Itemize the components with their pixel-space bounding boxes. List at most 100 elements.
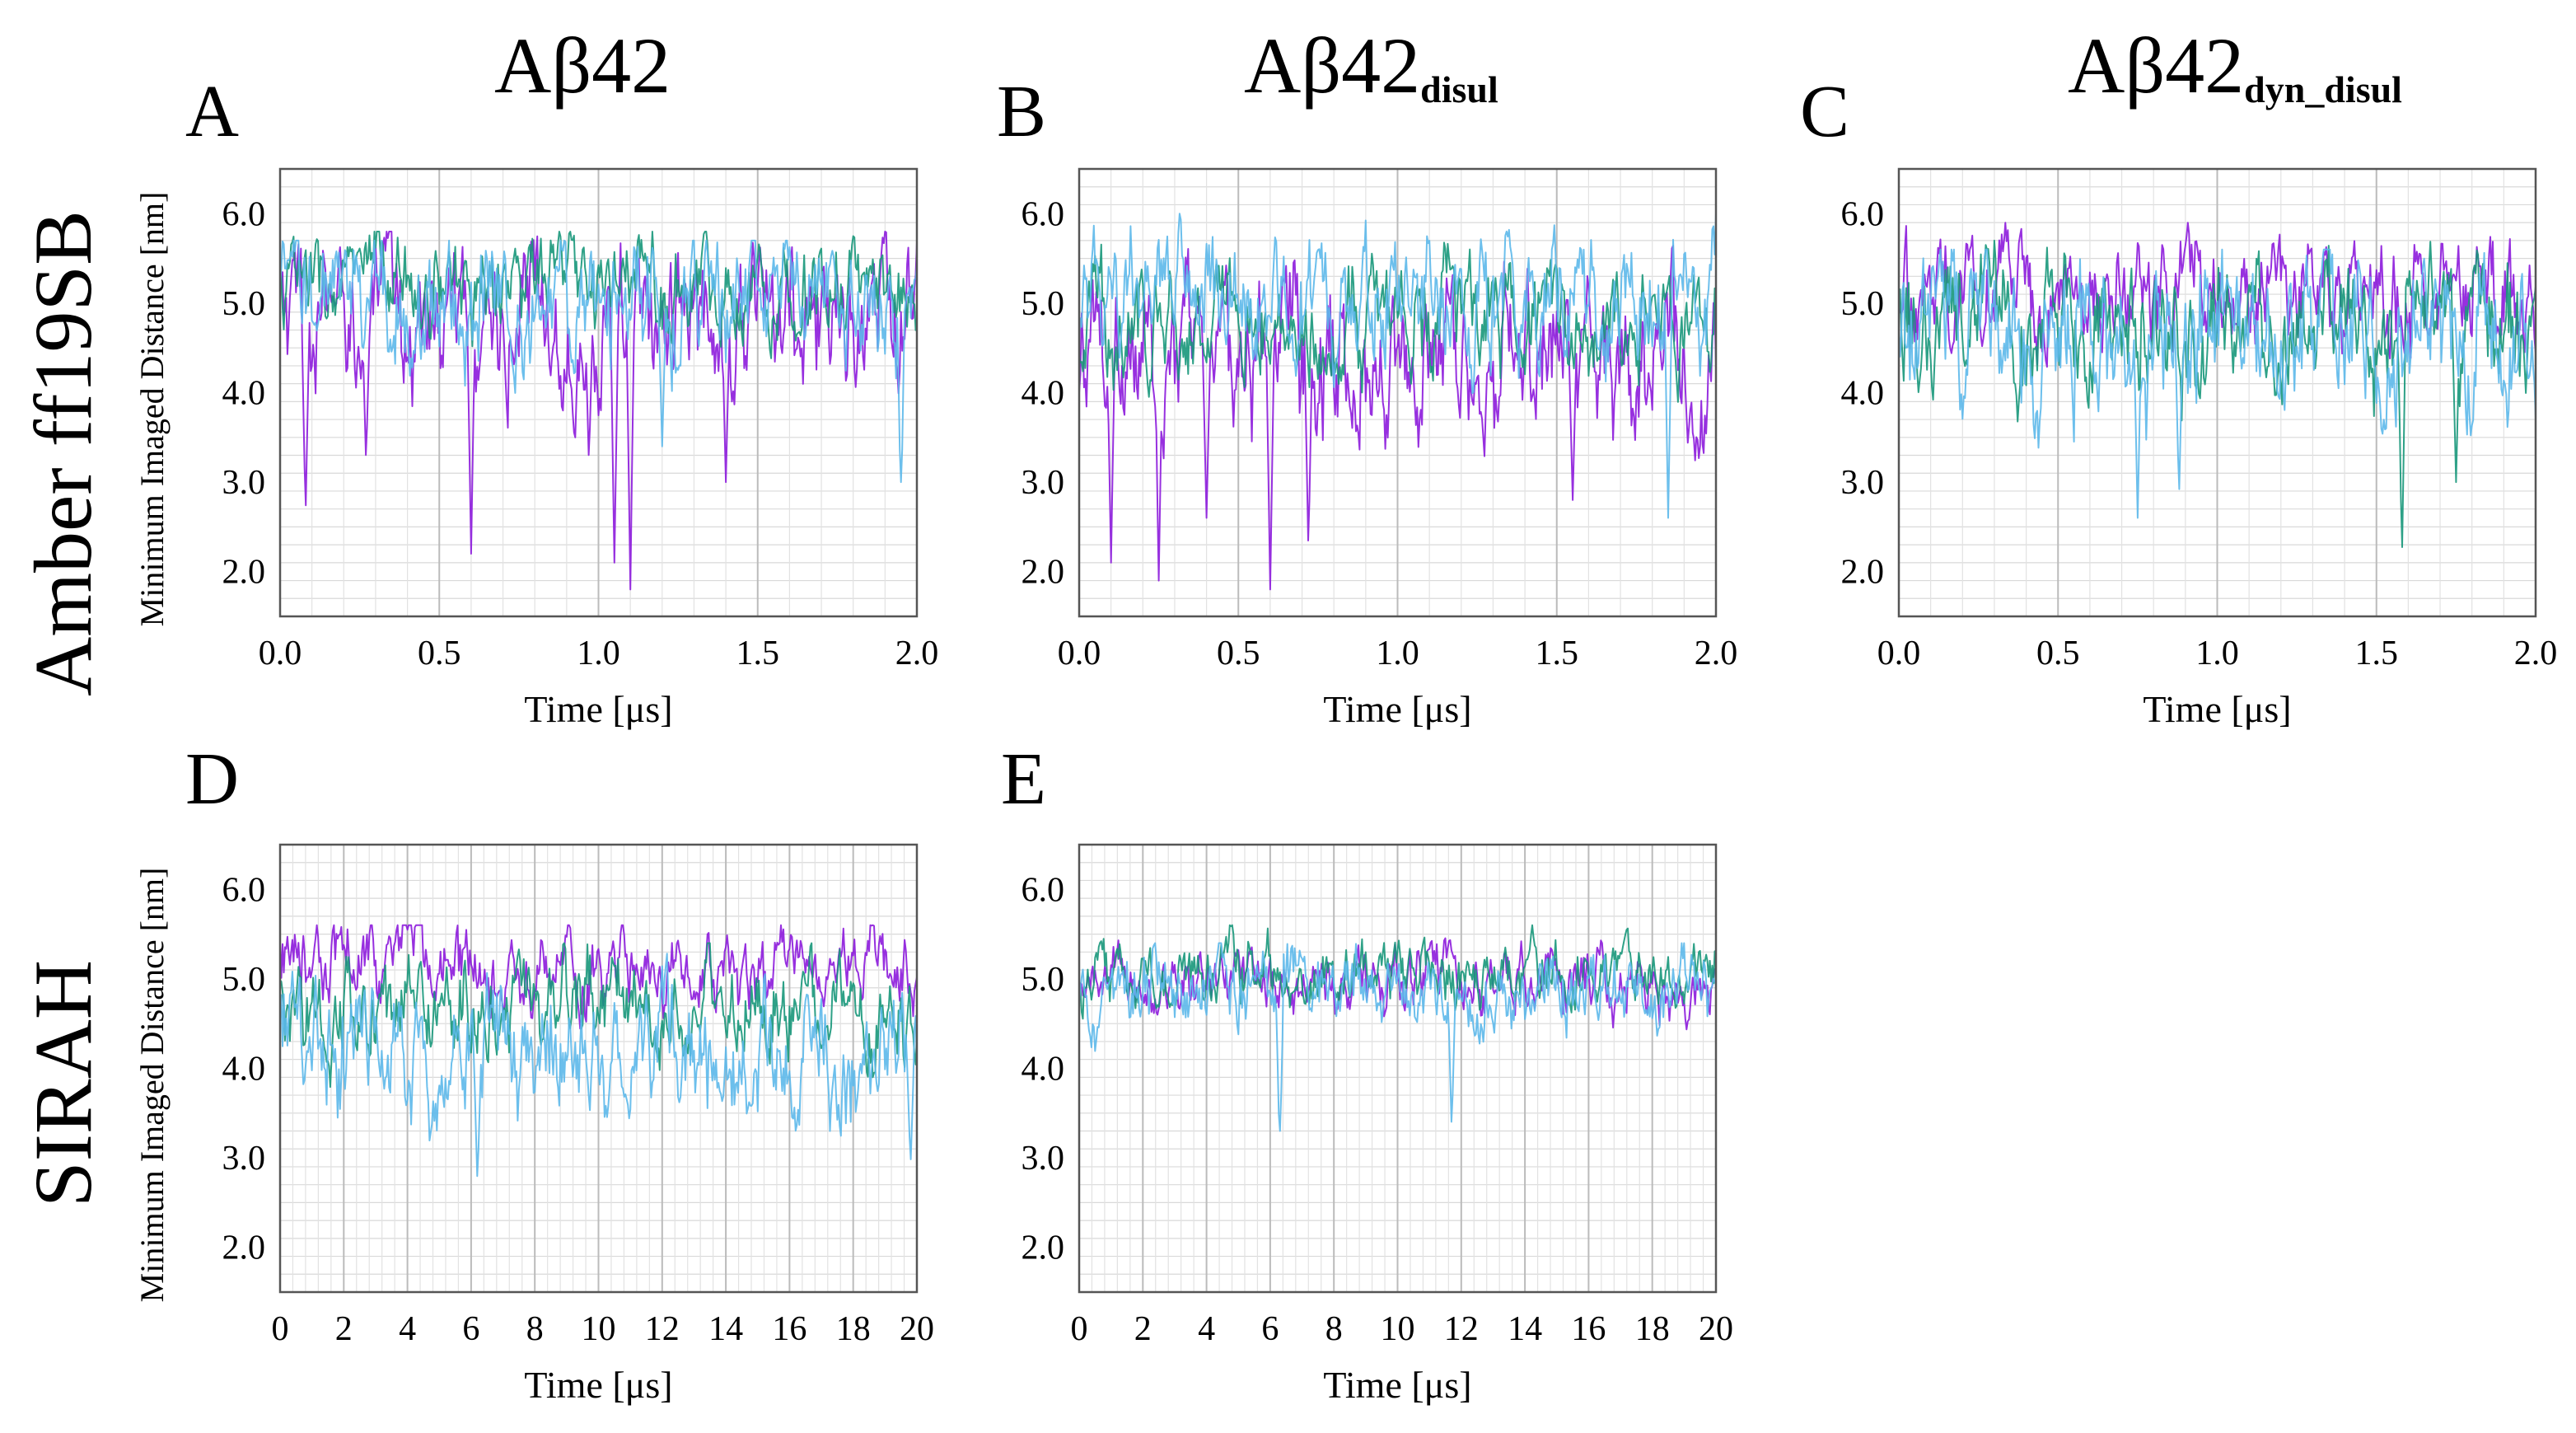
column-title-1: Aβ42 bbox=[494, 21, 671, 110]
y-tick-label: 4.0 bbox=[1841, 375, 1885, 413]
x-tick-label: 1.0 bbox=[1376, 635, 1419, 672]
x-tick-label: 2 bbox=[335, 1310, 353, 1348]
x-tick-label: 0 bbox=[272, 1310, 289, 1348]
panel-letter-A: A bbox=[185, 71, 239, 152]
x-tick-label: 10 bbox=[1381, 1310, 1415, 1348]
x-tick-label: 16 bbox=[1571, 1310, 1606, 1348]
x-tick-label: 0 bbox=[1071, 1310, 1088, 1348]
series-line-purple bbox=[1078, 245, 1717, 591]
y-tick-label: 4.0 bbox=[222, 375, 266, 413]
y-tick-label: 3.0 bbox=[1022, 1140, 1065, 1178]
y-tick-label: 5.0 bbox=[1022, 961, 1065, 999]
x-tick-label: 0.0 bbox=[1058, 635, 1101, 672]
x-tick-label: 1.5 bbox=[1536, 635, 1579, 672]
x-tick-label: 0.5 bbox=[1217, 635, 1260, 672]
panel-E: 2.0 3.0 4.0 5.0 6.0 0 2 4 6 8 10 12 14 16 18 20 Time [μs… bbox=[1001, 738, 1733, 1406]
y-tick-label: 2.0 bbox=[1022, 1229, 1065, 1267]
plot-frame bbox=[278, 843, 919, 1294]
y-tick-label: 2.0 bbox=[1022, 554, 1065, 592]
x-tick-label: 12 bbox=[645, 1310, 680, 1348]
y-tick-label: 5.0 bbox=[1022, 285, 1065, 323]
panel-B: 2.0 3.0 4.0 5.0 6.0 0.0 0.5 1.0 1.5 2.0 Time [μs] B bbox=[997, 71, 1737, 730]
x-tick-label: 0.0 bbox=[1877, 635, 1921, 672]
x-tick-label: 14 bbox=[1508, 1310, 1542, 1348]
panel-D: 2.0 3.0 4.0 5.0 6.0 0 2 4 6 8 10 12 14 16 18 20 Time [μs… bbox=[133, 738, 934, 1406]
y-tick-label: 3.0 bbox=[222, 464, 266, 502]
y-tick-label: 3.0 bbox=[1841, 464, 1885, 502]
y-tick-label: 5.0 bbox=[222, 285, 266, 323]
series-line-purple bbox=[279, 231, 918, 591]
x-tick-label: 16 bbox=[772, 1310, 806, 1348]
plot-frame bbox=[1897, 167, 2537, 618]
panels-container: 2.0 3.0 4.0 5.0 6.0 0.0 0.5 1.0 1.5 2.0 Time [μs] M… bbox=[133, 71, 2557, 1406]
x-axis-label: Time [μs] bbox=[1323, 688, 1471, 730]
x-tick-label: 1.0 bbox=[577, 635, 620, 672]
panel-letter-E: E bbox=[1001, 738, 1046, 820]
y-tick-label: 6.0 bbox=[222, 195, 266, 233]
y-tick-label: 2.0 bbox=[222, 1229, 266, 1267]
x-tick-label: 8 bbox=[1325, 1310, 1343, 1348]
x-tick-label: 14 bbox=[708, 1310, 743, 1348]
x-tick-label: 20 bbox=[1699, 1310, 1733, 1348]
x-tick-label: 2.0 bbox=[895, 635, 939, 672]
panel-letter-D: D bbox=[185, 738, 239, 820]
panel-letter-C: C bbox=[1800, 71, 1849, 152]
panel-letter-B: B bbox=[997, 71, 1046, 152]
x-axis-label: Time [μs] bbox=[524, 688, 672, 730]
column-title-2: Aβ42disul bbox=[1244, 21, 1498, 110]
row-title-amber: Amber ff19SB bbox=[17, 210, 109, 696]
series-line-blue bbox=[1898, 248, 2536, 519]
x-tick-label: 0.5 bbox=[418, 635, 461, 672]
x-axis-label: Time [μs] bbox=[524, 1364, 672, 1406]
x-tick-label: 0.0 bbox=[259, 635, 302, 672]
x-tick-label: 0.5 bbox=[2036, 635, 2080, 672]
y-tick-label: 4.0 bbox=[1022, 375, 1065, 413]
y-tick-label: 4.0 bbox=[1022, 1051, 1065, 1089]
y-tick-label: 6.0 bbox=[1022, 871, 1065, 909]
y-tick-label: 6.0 bbox=[1022, 195, 1065, 233]
y-tick-label: 2.0 bbox=[222, 554, 266, 592]
x-tick-label: 1.5 bbox=[2355, 635, 2399, 672]
x-tick-label: 6 bbox=[1261, 1310, 1279, 1348]
series-line-green bbox=[279, 942, 918, 1089]
x-tick-label: 8 bbox=[526, 1310, 544, 1348]
x-tick-label: 2.0 bbox=[2514, 635, 2558, 672]
series-line-blue bbox=[1078, 213, 1717, 519]
plot-frame bbox=[1078, 167, 1718, 618]
x-tick-label: 10 bbox=[582, 1310, 616, 1348]
x-tick-label: 18 bbox=[836, 1310, 871, 1348]
y-tick-label: 2.0 bbox=[1841, 554, 1885, 592]
x-tick-label: 20 bbox=[900, 1310, 934, 1348]
column-title-3: Aβ42dyn_disul bbox=[2068, 21, 2402, 110]
x-tick-label: 18 bbox=[1635, 1310, 1670, 1348]
y-axis-label: Minimum Imaged Distance [nm] bbox=[133, 192, 171, 627]
x-tick-label: 4 bbox=[1198, 1310, 1215, 1348]
y-tick-label: 3.0 bbox=[222, 1140, 266, 1178]
y-tick-label: 5.0 bbox=[1841, 285, 1885, 323]
x-tick-label: 2.0 bbox=[1695, 635, 1738, 672]
y-tick-label: 3.0 bbox=[1022, 464, 1065, 502]
x-axis-label: Time [μs] bbox=[2143, 688, 2291, 730]
y-axis-label: Minimum Imaged Distance [nm] bbox=[133, 868, 171, 1303]
y-tick-label: 6.0 bbox=[1841, 195, 1885, 233]
y-tick-label: 5.0 bbox=[222, 961, 266, 999]
series-line-blue bbox=[279, 239, 918, 484]
y-tick-label: 6.0 bbox=[222, 871, 266, 909]
panel-C: 2.0 3.0 4.0 5.0 6.0 0.0 0.5 1.0 1.5 2.0 Time [μs] C bbox=[1800, 71, 2557, 730]
plot-frame bbox=[278, 167, 919, 618]
series-line-blue bbox=[1078, 942, 1717, 1132]
plot-frame bbox=[1078, 843, 1718, 1294]
y-tick-label: 4.0 bbox=[222, 1051, 266, 1089]
x-tick-label: 6 bbox=[462, 1310, 479, 1348]
series-line-green bbox=[1078, 924, 1717, 1020]
series-line-purple bbox=[279, 924, 918, 1030]
row-title-sirah: SIRAH bbox=[17, 960, 109, 1207]
x-tick-label: 12 bbox=[1444, 1310, 1479, 1348]
x-tick-label: 1.0 bbox=[2195, 635, 2239, 672]
panel-A: 2.0 3.0 4.0 5.0 6.0 0.0 0.5 1.0 1.5 2.0 Time [μs] M… bbox=[133, 71, 938, 730]
x-axis-label: Time [μs] bbox=[1323, 1364, 1471, 1406]
series-line-blue bbox=[279, 953, 918, 1178]
x-tick-label: 4 bbox=[399, 1310, 416, 1348]
x-tick-label: 1.5 bbox=[736, 635, 780, 672]
